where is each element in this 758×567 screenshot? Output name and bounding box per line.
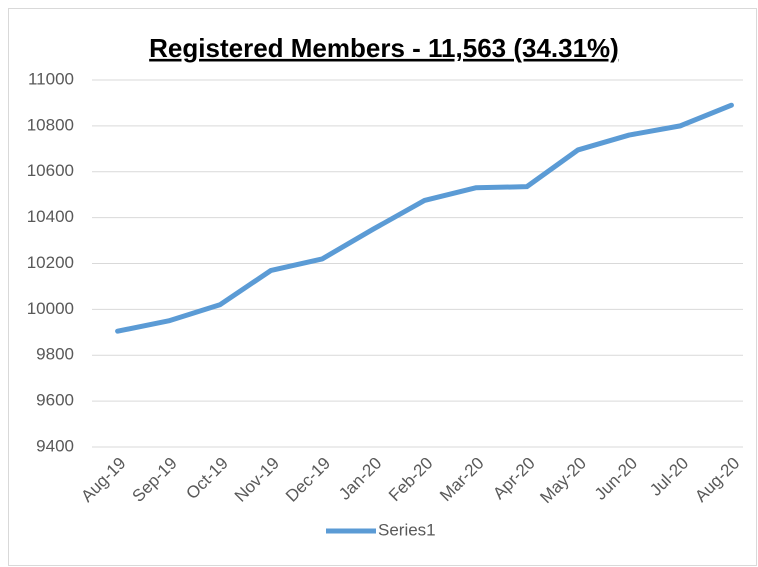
y-tick-label: 10400 xyxy=(27,207,74,226)
chart-title: Registered Members - 11,563 (34.31%) xyxy=(149,33,619,63)
y-tick-label: 9600 xyxy=(36,391,74,410)
y-tick-label: 9400 xyxy=(36,436,74,455)
y-tick-label: 10000 xyxy=(27,299,74,318)
chart-border xyxy=(8,8,757,566)
y-tick-label: 10200 xyxy=(27,253,74,272)
y-tick-label: 10600 xyxy=(27,161,74,180)
data-line xyxy=(115,102,734,334)
y-tick-label: 9800 xyxy=(36,345,74,364)
y-tick-label: 11000 xyxy=(28,69,74,88)
legend-label: Series1 xyxy=(378,520,436,539)
y-tick-label: 10800 xyxy=(27,115,74,134)
